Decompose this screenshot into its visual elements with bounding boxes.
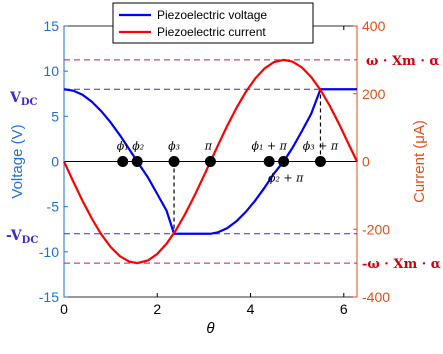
y-right-tick-label: 0 — [362, 154, 370, 170]
y-left-tick-label: 10 — [43, 63, 59, 79]
vdc-pos-label: VDC — [9, 90, 38, 108]
phase-marker-label: ϕ₃ — [168, 140, 180, 153]
x-tick-label: 2 — [153, 301, 161, 317]
y-left-tick-label: -5 — [47, 199, 60, 215]
phase-marker — [314, 156, 326, 167]
current-amplitude-pos-label: ω · Xm · α — [366, 54, 439, 69]
x-axis-label: θ — [206, 320, 214, 337]
phase-marker — [168, 156, 180, 167]
x-tick-label: 4 — [247, 301, 255, 317]
phase-marker-label: ϕ₁ + π — [252, 140, 288, 153]
y-right-tick-label: -400 — [362, 289, 390, 305]
phase-marker-label: π — [204, 140, 213, 153]
phase-marker-label: ϕ₃ + π — [303, 140, 339, 153]
legend-label: Piezoelectric voltage — [157, 8, 267, 22]
phase-marker — [131, 156, 143, 167]
legend-label: Piezoelectric current — [157, 25, 266, 39]
legend-box — [112, 2, 314, 44]
phase-marker-label: ϕ₂ + π — [268, 172, 304, 185]
current-amplitude-neg-label: -ω · Xm · α — [362, 257, 441, 272]
y-right-tick-label: 200 — [362, 86, 386, 102]
phase-marker — [263, 156, 275, 167]
y-left-tick-label: -10 — [39, 244, 59, 260]
y-left-tick-label: -15 — [39, 289, 59, 305]
series-voltage-line — [63, 88, 357, 235]
phase-marker-label: ϕ₂ — [132, 140, 144, 153]
y-right-tick-label: 400 — [362, 18, 386, 34]
phase-marker-label: ϕ₁ — [117, 140, 129, 153]
y-left-tick-label: 0 — [51, 154, 59, 170]
y-left-tick-label: 15 — [43, 18, 59, 34]
phase-marker — [278, 156, 290, 167]
phase-marker — [204, 156, 216, 167]
x-tick-label: 6 — [340, 301, 348, 317]
y-left-axis-label: Voltage (V) — [9, 124, 26, 198]
x-tick-label: 0 — [60, 301, 68, 317]
phase-marker — [117, 156, 129, 167]
y-right-tick-label: -200 — [362, 221, 390, 237]
y-left-tick-label: 5 — [51, 108, 59, 124]
vdc-neg-label: -VDC — [6, 228, 38, 246]
y-right-axis-label: Current (μA) — [411, 120, 428, 203]
